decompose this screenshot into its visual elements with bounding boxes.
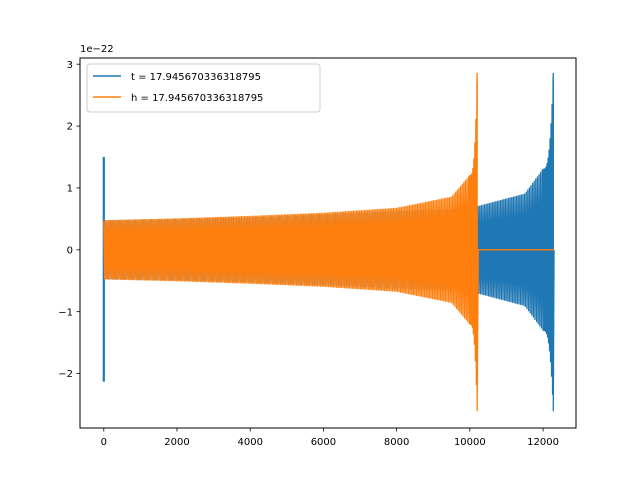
series-line-2 xyxy=(103,72,555,412)
axes-frame xyxy=(79,57,577,429)
x-axis: 0 2000 4000 6000 8000 10000 12000 xyxy=(101,428,559,448)
x-tick-label: 0 xyxy=(101,437,107,448)
legend-label: h = 17.945670336318795 xyxy=(131,93,263,104)
x-tick-label: 4000 xyxy=(237,437,262,448)
x-tick-label: 2000 xyxy=(164,437,189,448)
y-tick-label: 0 xyxy=(67,245,73,256)
legend: t = 17.945670336318795 h = 17.94567033631… xyxy=(86,63,321,113)
x-tick-label: 12000 xyxy=(527,437,559,448)
y-tick-label: −1 xyxy=(58,307,73,318)
plot-area xyxy=(102,72,555,412)
y-tick-label: −2 xyxy=(58,369,73,380)
y-offset-label: 1e−22 xyxy=(80,44,114,55)
legend-box xyxy=(86,63,321,113)
y-axis: −2 −1 0 1 2 3 xyxy=(58,60,80,380)
x-tick-label: 6000 xyxy=(311,437,336,448)
x-tick-label: 10000 xyxy=(454,437,486,448)
legend-label: t = 17.945670336318795 xyxy=(131,72,261,83)
y-tick-label: 1 xyxy=(67,184,73,195)
y-tick-label: 2 xyxy=(67,122,73,133)
x-tick-label: 8000 xyxy=(384,437,409,448)
y-tick-label: 3 xyxy=(67,60,73,71)
